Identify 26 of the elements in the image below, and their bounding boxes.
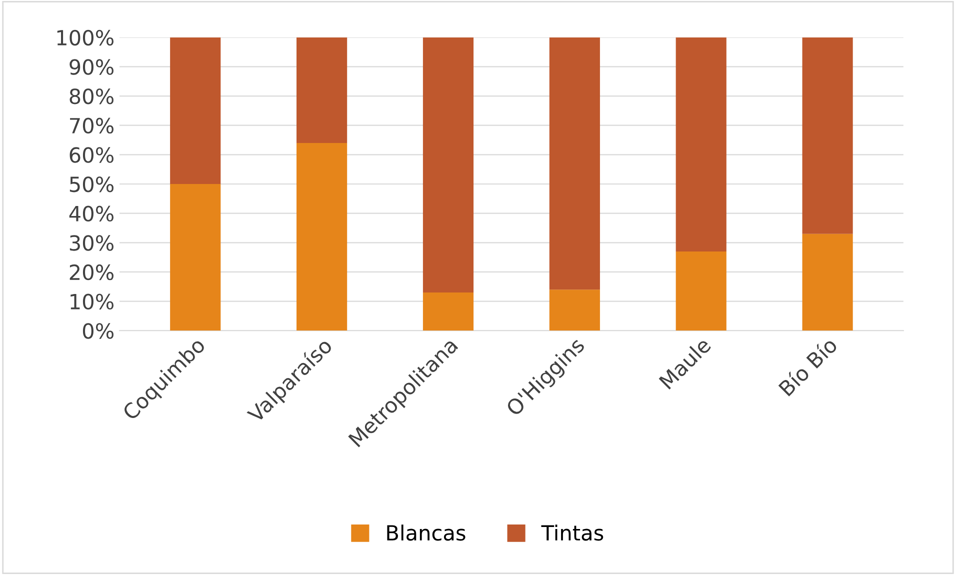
y-tick-label: 100% bbox=[57, 30, 114, 46]
bar bbox=[549, 37, 600, 290]
bar bbox=[296, 142, 348, 331]
bar bbox=[170, 184, 221, 331]
bar bbox=[422, 37, 474, 292]
y-tick-label: 0% bbox=[82, 323, 114, 339]
y-tick-label: 40% bbox=[69, 206, 114, 222]
y-tick-label: 10% bbox=[70, 294, 114, 310]
y-tick-label: 30% bbox=[70, 235, 114, 251]
x-tick-label: Bío Bío bbox=[777, 336, 838, 397]
bar bbox=[676, 37, 726, 252]
y-tick-label: 60% bbox=[70, 147, 114, 163]
legend-label: Tintas bbox=[541, 524, 604, 541]
bar bbox=[676, 251, 726, 331]
y-tick-label: 90% bbox=[70, 59, 114, 75]
bar bbox=[549, 290, 600, 331]
y-tick-label: 50% bbox=[70, 176, 114, 192]
legend-label: Blancas bbox=[387, 524, 466, 541]
bar bbox=[422, 292, 474, 331]
y-tick-label: 20% bbox=[70, 264, 114, 280]
y-tick-label: 80% bbox=[70, 88, 114, 104]
bar bbox=[296, 37, 348, 143]
bar bbox=[802, 234, 853, 331]
bar bbox=[802, 37, 853, 234]
bar bbox=[170, 37, 221, 184]
y-tick-label: 70% bbox=[70, 118, 114, 134]
